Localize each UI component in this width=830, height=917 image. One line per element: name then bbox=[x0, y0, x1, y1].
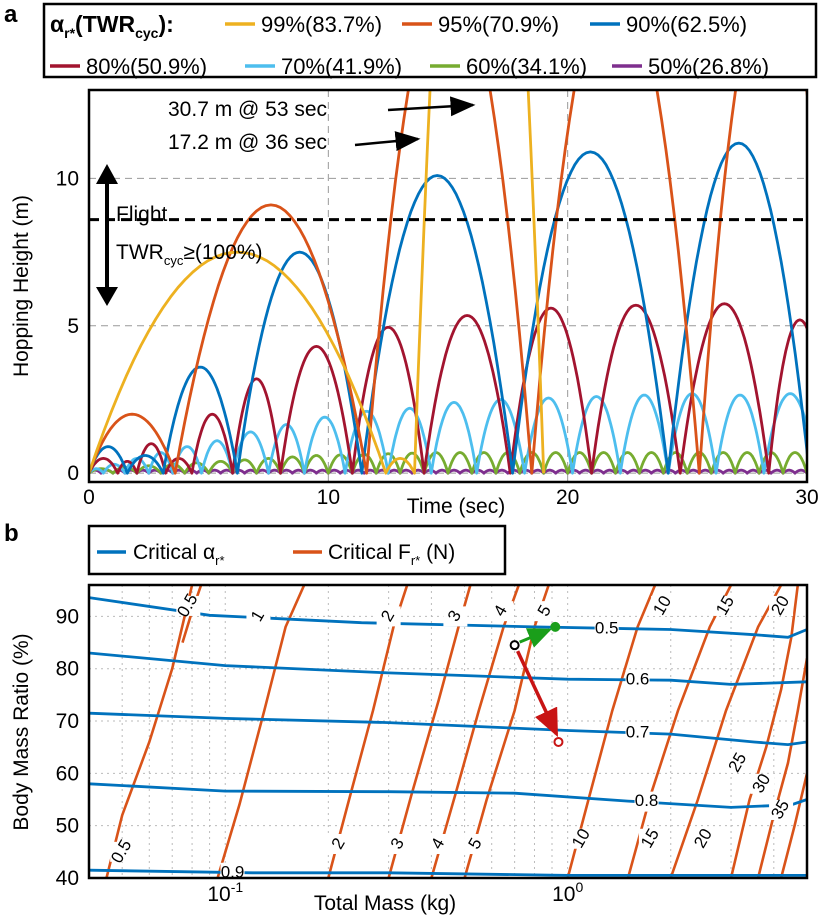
legend-a-label: 95%(70.9%) bbox=[438, 12, 559, 37]
start-marker bbox=[509, 640, 520, 651]
y-tick-label-a: 10 bbox=[56, 167, 79, 190]
series-line-60-34-1- bbox=[89, 451, 807, 475]
series-line-70-41-9- bbox=[89, 392, 807, 475]
force-contour bbox=[779, 773, 807, 878]
legend-b: Critical αr* Critical Fr* (N) bbox=[87, 524, 507, 576]
flight-arrow-up-head bbox=[96, 164, 118, 184]
x-tick-label-a: 20 bbox=[556, 486, 579, 509]
contour-label-bg bbox=[726, 752, 751, 773]
series-line-99-83-7- bbox=[89, 90, 546, 475]
contour-label-bg bbox=[638, 828, 663, 849]
contour-label-bg bbox=[176, 595, 201, 616]
legend-a-label: 99%(83.7%) bbox=[261, 12, 382, 37]
y-axis-label-b: Body Mass Ratio (%) bbox=[10, 633, 33, 830]
legend-a-label: 50%(26.8%) bbox=[648, 54, 769, 79]
contour-label: 0.6 bbox=[626, 670, 650, 689]
x-tick-label-b: 10-1 bbox=[207, 879, 243, 906]
contour-label-bg bbox=[246, 606, 271, 627]
x-tick-label-a: 0 bbox=[83, 486, 95, 509]
contour-label-bg bbox=[691, 828, 716, 849]
x-tick-label-a: 30 bbox=[795, 486, 818, 509]
x-axis-label-b: Total Mass (kg) bbox=[314, 892, 456, 915]
panel-b-letter: b bbox=[4, 520, 19, 547]
contour-label-bg bbox=[625, 670, 650, 691]
contour-label-bg bbox=[651, 595, 676, 616]
force-contour bbox=[756, 658, 807, 878]
legend-b-frame bbox=[87, 524, 507, 576]
alpha-contour bbox=[89, 711, 807, 747]
force-contour bbox=[105, 585, 194, 878]
legend-a-label: 90%(62.5%) bbox=[626, 12, 747, 37]
legend-a-label: 70%(41.9%) bbox=[281, 54, 402, 79]
contour-label-bg bbox=[594, 618, 619, 639]
contour-label-bg bbox=[750, 773, 775, 794]
contour-label-bg bbox=[625, 723, 650, 744]
x-tick-label-b: 100 bbox=[552, 879, 583, 906]
series-line-95-70-9- bbox=[89, 90, 807, 475]
legend-b-alpha-label: Critical αr* bbox=[133, 541, 225, 568]
legend-b-force-label: Critical Fr* (N) bbox=[328, 541, 455, 568]
legend-a-label: 80%(50.9%) bbox=[86, 54, 207, 79]
red-end-marker bbox=[553, 736, 564, 747]
contour-label-bg bbox=[386, 833, 411, 854]
series-line-80-50-9- bbox=[89, 302, 807, 475]
y-tick-label-b: 60 bbox=[56, 762, 79, 785]
contour-label-bg bbox=[769, 595, 794, 616]
x-tick-label-a: 10 bbox=[317, 486, 340, 509]
alpha-contour bbox=[89, 651, 807, 686]
series-line-90-62-5- bbox=[89, 141, 807, 475]
annotation-17m-arrow bbox=[354, 131, 421, 152]
red-arrow bbox=[516, 650, 559, 738]
contour-label-bg bbox=[634, 791, 659, 812]
plot-a: 0 10 20 30 0 5 10 Flight TWRcyc≥(100%) 30.7 m … bbox=[10, 88, 819, 518]
legend-a-label: 60%(34.1%) bbox=[466, 54, 587, 79]
contour-label-bg bbox=[533, 601, 558, 622]
flight-label: Flight bbox=[116, 203, 168, 226]
y-tick-label-b: 40 bbox=[56, 867, 79, 890]
legend-a: αr*(TWRcyc): 99%(83.7%) 95%(70.9%) 90%(62.… bbox=[42, 2, 818, 79]
annotation-17m: 17.2 m @ 36 sec bbox=[168, 131, 327, 154]
y-tick-label-b: 70 bbox=[56, 710, 79, 733]
green-end-marker bbox=[550, 621, 561, 632]
plot-b-frame bbox=[87, 583, 809, 880]
green-arrow bbox=[519, 628, 553, 648]
twr-label: TWRcyc≥(100%) bbox=[116, 241, 263, 268]
contour-label: 0.5 bbox=[595, 618, 619, 637]
force-contour bbox=[216, 585, 306, 878]
flight-arrow-down-head bbox=[96, 287, 118, 306]
contour-label-bg bbox=[426, 833, 451, 854]
contour-label: 0.7 bbox=[626, 723, 650, 742]
contour-label-bg bbox=[713, 595, 738, 616]
contour-label-bg bbox=[443, 606, 468, 627]
panel-a-letter: a bbox=[4, 1, 18, 28]
x-axis-label-a: Time (sec) bbox=[407, 495, 505, 518]
contour-label-bg bbox=[110, 841, 135, 862]
contour-label-bg bbox=[327, 833, 352, 854]
y-axis-label-a: Hopping Height (m) bbox=[10, 195, 33, 377]
contour-label-bg bbox=[376, 606, 401, 627]
contour-label: 0.9 bbox=[221, 862, 245, 881]
annotation-30m-arrow bbox=[387, 96, 476, 117]
annotation-30m: 30.7 m @ 53 sec bbox=[168, 98, 327, 121]
alpha-contour bbox=[89, 868, 807, 877]
force-contour bbox=[729, 585, 800, 878]
contour-label-bg bbox=[464, 833, 489, 854]
y-tick-label-b: 80 bbox=[56, 658, 79, 681]
plot-a-frame bbox=[87, 88, 809, 484]
force-contour bbox=[566, 585, 657, 878]
y-tick-label-a: 5 bbox=[67, 315, 79, 338]
contour-label-bg bbox=[569, 828, 594, 849]
contour-label-bg bbox=[769, 799, 794, 820]
y-tick-label-b: 90 bbox=[56, 605, 79, 628]
legend-a-title: αr*(TWRcyc): bbox=[50, 11, 174, 41]
contour-label-bg bbox=[489, 601, 514, 622]
y-tick-label-b: 50 bbox=[56, 815, 79, 838]
y-tick-label-a: 0 bbox=[67, 462, 79, 485]
contour-label: 0.8 bbox=[635, 791, 659, 810]
force-contour bbox=[669, 585, 783, 878]
